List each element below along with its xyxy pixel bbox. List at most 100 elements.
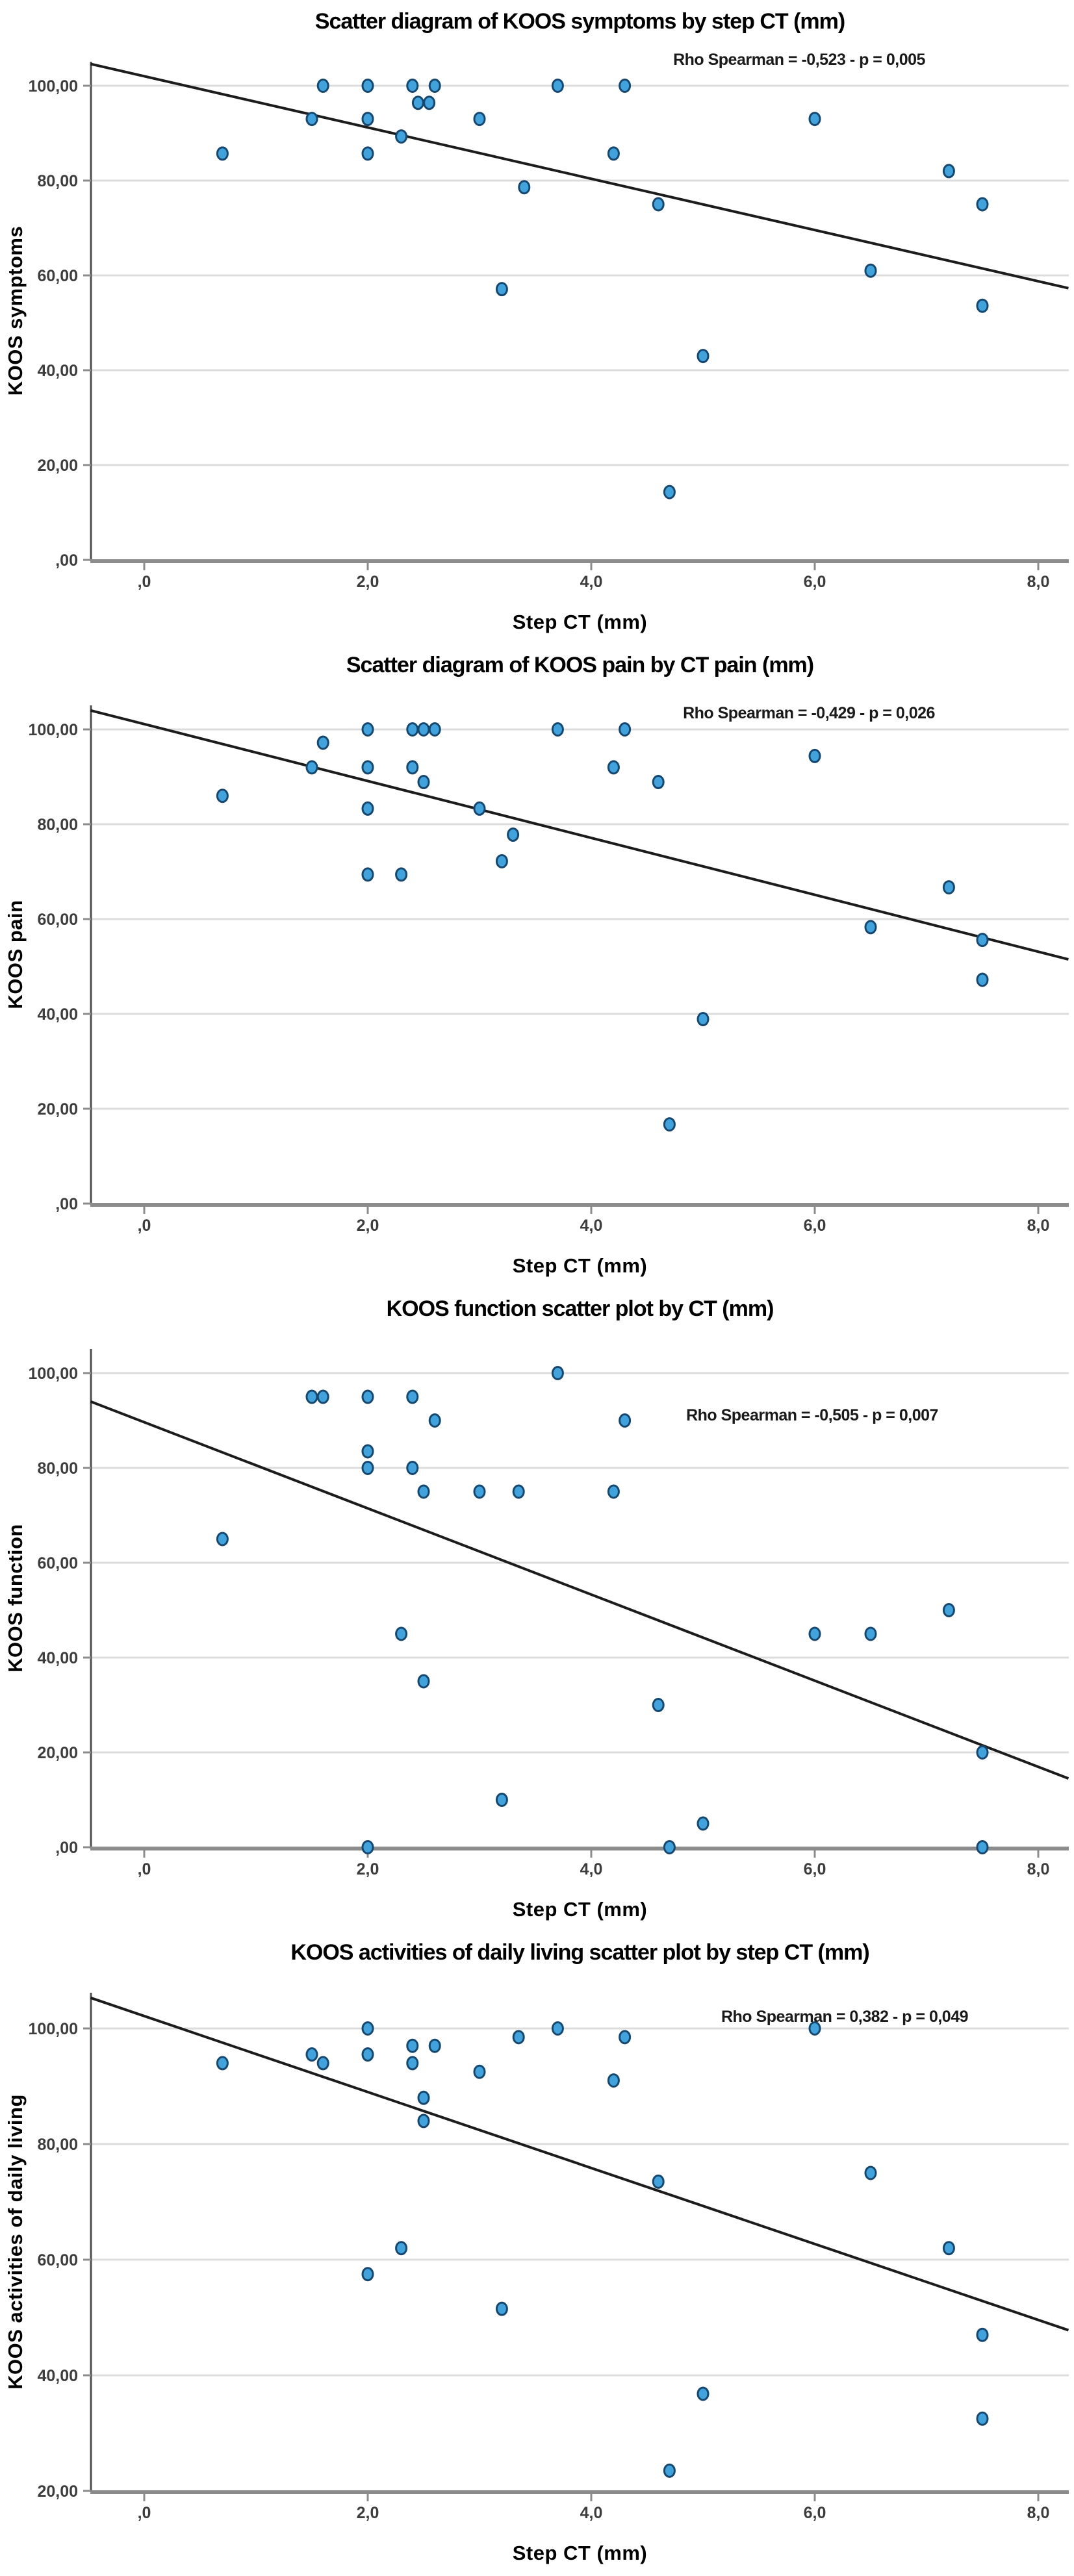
data-point [652, 2174, 665, 2189]
data-point [976, 1745, 989, 1760]
data-point [942, 1603, 955, 1617]
data-point [316, 2056, 329, 2071]
data-point [417, 1674, 430, 1689]
y-tick-label: 100,00 [29, 721, 78, 739]
data-point [652, 197, 665, 212]
data-point [361, 146, 374, 161]
data-point [808, 2021, 821, 2036]
data-point [551, 1366, 564, 1380]
data-point [864, 1626, 877, 1641]
data-point [395, 2241, 408, 2256]
data-point [305, 1389, 318, 1404]
y-tick-label: 80,00 [37, 172, 78, 190]
data-point [976, 972, 989, 987]
y-tick-label: ,00 [55, 551, 78, 570]
data-point [495, 1793, 508, 1807]
data-point [305, 112, 318, 127]
x-tick-label: 2,0 [357, 573, 379, 591]
y-tick-label: 80,00 [37, 1459, 78, 1478]
y-tick-label: 60,00 [37, 911, 78, 929]
x-tick-label: 2,0 [357, 1860, 379, 1878]
data-point [316, 1389, 329, 1404]
data-point [361, 112, 374, 127]
data-point [406, 722, 419, 737]
x-tick-label: ,0 [138, 1217, 151, 1235]
data-point [697, 2386, 710, 2401]
data-point [495, 2301, 508, 2316]
data-point [423, 95, 436, 110]
data-point [361, 2267, 374, 2282]
y-tick-label: 20,00 [37, 457, 78, 475]
data-point [216, 2056, 229, 2071]
data-point [607, 146, 620, 161]
data-point [663, 1117, 676, 1132]
x-axis-title: Step CT (mm) [513, 1898, 648, 1921]
data-point [619, 79, 632, 93]
x-tick-label: 4,0 [580, 1860, 603, 1878]
data-point [942, 880, 955, 895]
data-point [473, 801, 486, 816]
data-point [808, 748, 821, 763]
x-tick-label: 2,0 [357, 2504, 379, 2522]
data-point [411, 95, 424, 110]
x-tick-label: ,0 [138, 1860, 151, 1878]
data-point [976, 2411, 989, 2426]
fit-line [90, 709, 1069, 961]
data-point [663, 1840, 676, 1854]
data-point [305, 2047, 318, 2062]
data-point [395, 867, 408, 882]
data-point [361, 1461, 374, 1475]
x-tick-label: 4,0 [580, 1217, 603, 1235]
y-tick-label: ,00 [55, 1195, 78, 1213]
x-tick-label: ,0 [138, 573, 151, 591]
y-tick-label: ,00 [55, 1839, 78, 1857]
y-tick-label: 40,00 [37, 362, 78, 380]
data-point [607, 760, 620, 775]
chart-koos-symptoms: ,00 20,00 40,00 60,00 80,00 100,00 ,0 2,0 4,0 6,0… [0, 0, 1074, 644]
data-point [551, 2021, 564, 2036]
chart-koos-function: ,00 20,00 40,00 60,00 80,00 100,00 ,0 2,0 4,0 6,0… [0, 1287, 1074, 1931]
y-tick-label: 80,00 [37, 816, 78, 834]
scatter-plot-koos-adl: 20,00 40,00 60,00 80,00 100,00 ,0 2,0 4,0 6,0 8,0… [4, 1940, 1069, 2564]
y-tick-label: 40,00 [37, 1649, 78, 1667]
data-point [305, 760, 318, 775]
data-point [697, 1816, 710, 1831]
data-point [361, 722, 374, 737]
data-point [619, 1413, 632, 1428]
y-tick-label: 60,00 [37, 1554, 78, 1572]
y-axis-title: KOOS activities of daily living [4, 2094, 27, 2390]
data-point [361, 760, 374, 775]
data-point [428, 2038, 441, 2053]
data-point [361, 2047, 374, 2062]
scatter-plot-koos-function: ,00 20,00 40,00 60,00 80,00 100,00 ,0 2,0 4,0 6,0… [4, 1296, 1069, 1921]
data-point [864, 263, 877, 278]
data-point [417, 722, 430, 737]
data-point [619, 722, 632, 737]
y-tick-label: 20,00 [37, 1100, 78, 1118]
data-point [406, 2038, 419, 2053]
data-point [473, 1484, 486, 1499]
data-point [417, 1484, 430, 1499]
data-point [976, 933, 989, 948]
x-axis-title: Step CT (mm) [513, 2542, 648, 2564]
data-point [406, 1389, 419, 1404]
chart-title: KOOS activities of daily living scatter … [290, 1940, 869, 1965]
x-tick-label: 4,0 [580, 2504, 603, 2522]
data-point [216, 789, 229, 803]
chart-koos-adl: 20,00 40,00 60,00 80,00 100,00 ,0 2,0 4,0 6,0 8,0… [0, 1931, 1074, 2575]
data-point [316, 735, 329, 750]
data-point [808, 112, 821, 127]
spearman-annotation: Rho Spearman = 0,382 - p = 0,049 [721, 2008, 968, 2026]
data-point [428, 1413, 441, 1428]
data-point [652, 1698, 665, 1712]
x-axis-title: Step CT (mm) [513, 1254, 648, 1277]
data-point [473, 112, 486, 127]
data-point [361, 801, 374, 816]
x-tick-label: 8,0 [1027, 1860, 1050, 1878]
chart-title: Scatter diagram of KOOS symptoms by step… [315, 9, 845, 34]
x-tick-label: ,0 [138, 2504, 151, 2522]
data-point [495, 853, 508, 868]
data-point [518, 180, 531, 195]
fit-line [90, 62, 1069, 290]
